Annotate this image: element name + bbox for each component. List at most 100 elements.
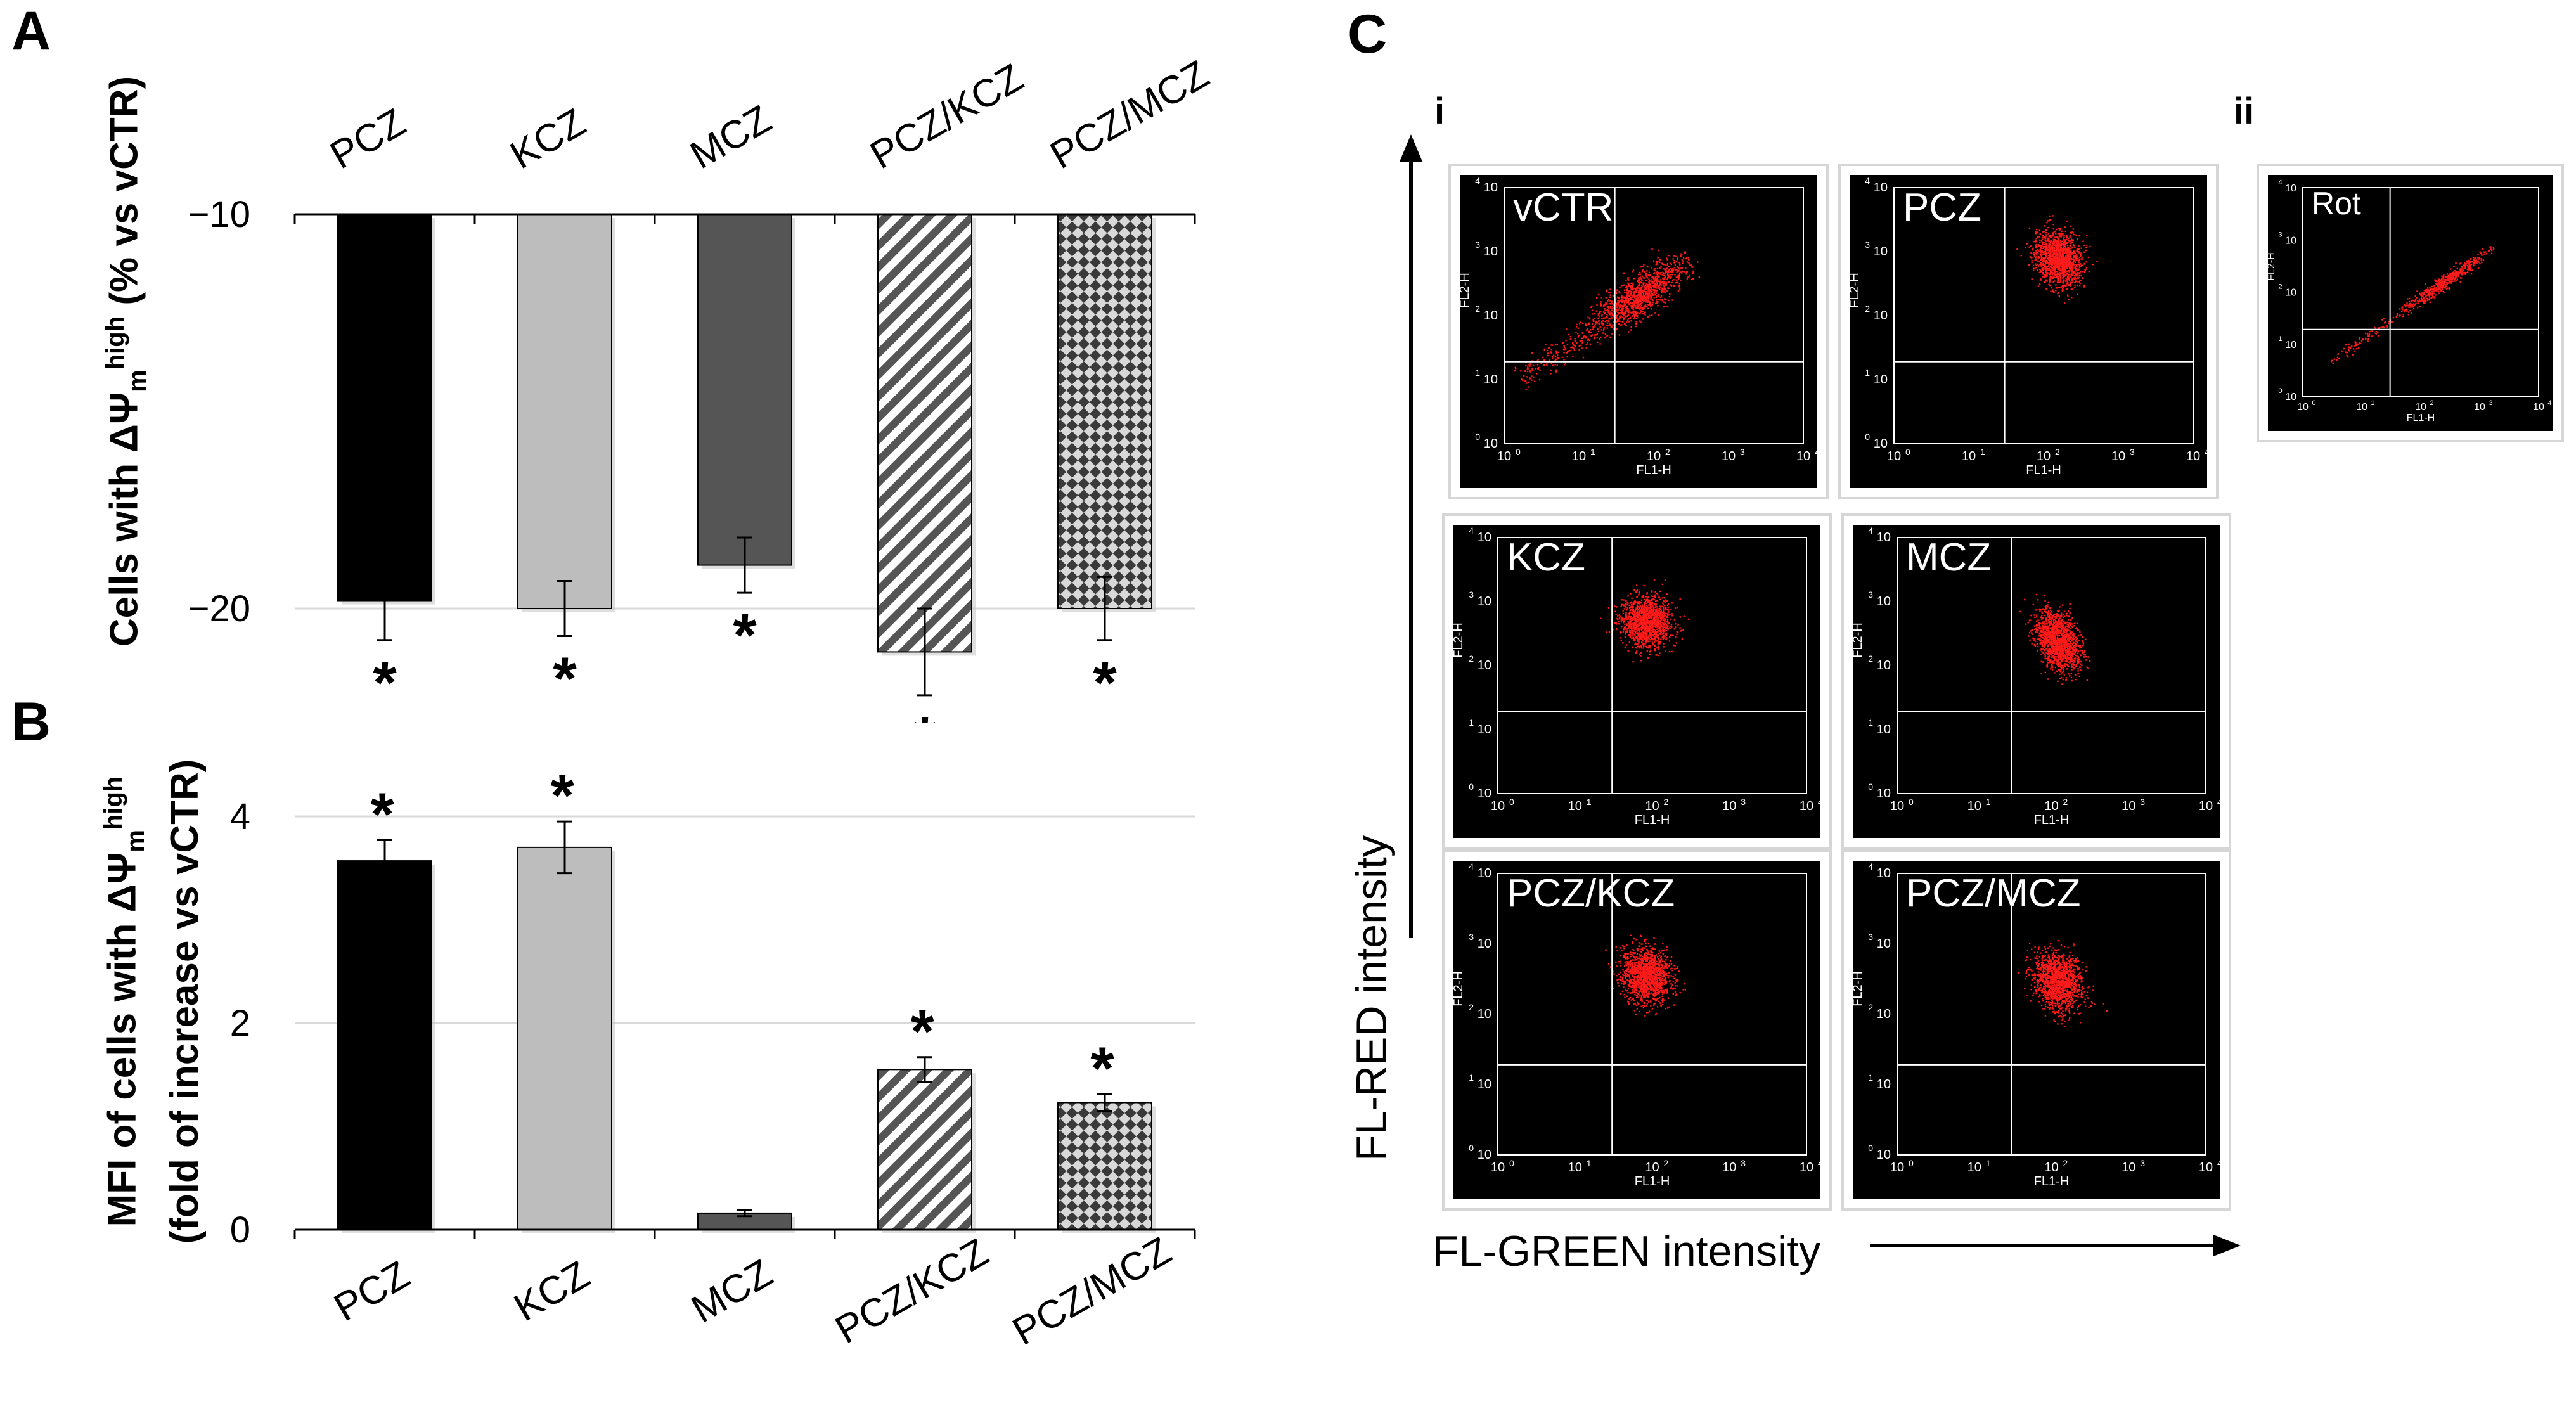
x-tick-exponent: 0 xyxy=(2312,399,2315,407)
y-tick-label: 10 xyxy=(1877,595,1891,609)
x-tick-label: 10 xyxy=(2474,402,2485,413)
flow-plot-vctr: 10 0 10 0 10 1 10 1 10 2 10 2 10 3 10 3 10 4 10 4 FL1-H FL2-H… xyxy=(1448,164,1829,499)
x-tick-exponent: 1 xyxy=(1587,1158,1592,1168)
y-tick-exponent: 1 xyxy=(1868,1072,1873,1083)
significance-star: * xyxy=(1090,1034,1114,1102)
y-tick-label: 10 xyxy=(1874,373,1888,387)
significance-star: * xyxy=(373,649,397,717)
x-tick-label: 10 xyxy=(1568,799,1582,813)
x-tick-label: 10 xyxy=(2044,799,2058,813)
flow-plot-kcz: 10 0 10 0 10 1 10 1 10 2 10 2 10 3 10 3 10 4 10 4 FL1-H FL2-H… xyxy=(1442,513,1832,849)
bar-pcz xyxy=(337,860,432,1230)
bar-kcz xyxy=(517,846,612,1230)
x-tick-label: 10 xyxy=(2111,449,2125,463)
y-tick-label: 10 xyxy=(1877,659,1891,673)
x-tick-exponent: 0 xyxy=(1909,797,1914,807)
x-tick-exponent: 0 xyxy=(1909,1158,1914,1168)
y-tick-label: 10 xyxy=(1877,937,1891,951)
flow-plot-area: 10 0 10 0 10 1 10 1 10 2 10 2 10 3 10 3 10 4 10 4 FL1-H FL2-H… xyxy=(1853,525,2220,838)
y-tick-exponent: 1 xyxy=(1475,368,1480,378)
y-tick-exponent: 0 xyxy=(1469,1143,1474,1153)
x-tick-label: 10 xyxy=(2199,799,2213,813)
x-tick-label: 10 xyxy=(1645,1161,1659,1175)
y-tick-exponent: 3 xyxy=(1865,240,1870,250)
x-axis-name: FL1-H xyxy=(2034,813,2070,827)
y-tick-label: 10 xyxy=(1877,866,1891,880)
x-tick-label: 10 xyxy=(2186,449,2200,463)
y-tick-label: 10 xyxy=(1478,723,1491,737)
y-tick-exponent: 2 xyxy=(1469,654,1474,664)
bar-pcz-kcz xyxy=(877,1069,972,1230)
y-tick-label: 10 xyxy=(1877,1007,1891,1021)
x-tick-exponent: 2 xyxy=(1665,447,1670,457)
x-tick-label: 10 xyxy=(1491,1161,1505,1175)
bar-pcz-mcz xyxy=(1057,1102,1152,1231)
y-axis-name: FL2-H xyxy=(1453,622,1465,658)
y-tick-label: 10 xyxy=(1874,437,1888,451)
y-tick-label: 10 xyxy=(1877,723,1891,737)
flow-plot-area: 10 0 10 0 10 1 10 1 10 2 10 2 10 3 10 3 10 4 10 4 FL1-H FL2-H… xyxy=(1453,861,1820,1199)
y-tick-exponent: 0 xyxy=(1475,432,1480,442)
y-tick-label: 10 xyxy=(1484,309,1498,323)
plot-border xyxy=(1893,187,2194,444)
x-tick-label: 10 xyxy=(1645,799,1659,813)
x-tick-exponent: 2 xyxy=(2430,399,2433,407)
x-tick-exponent: 0 xyxy=(1509,797,1514,807)
x-tick-label: 10 xyxy=(1497,449,1511,463)
y-axis-name: FL2-H xyxy=(1453,971,1465,1007)
y-tick-label: 10 xyxy=(1478,866,1491,880)
x-tick-exponent: 2 xyxy=(1664,797,1669,807)
y-tick-label: 10 xyxy=(1484,181,1498,195)
x-tick-exponent: 3 xyxy=(1740,447,1745,457)
flow-plot-area: 10 0 10 0 10 1 10 1 10 2 10 2 10 3 10 3 10 4 10 4 FL1-H FL2-H… xyxy=(1453,525,1820,838)
x-axis-name: FL1-H xyxy=(1635,813,1670,827)
y-tick-exponent: 4 xyxy=(1469,525,1474,536)
y-tick-label: 10 xyxy=(1877,531,1891,544)
plot-border xyxy=(2302,187,2539,397)
y-tick-label: 10 xyxy=(1478,1148,1491,1162)
y-tick-exponent: 2 xyxy=(1868,654,1873,664)
y-tick-label: 10 xyxy=(2285,288,2296,299)
x-tick-label: 10 xyxy=(2122,799,2135,813)
x-tick-exponent: 0 xyxy=(1509,1158,1514,1168)
x-tick-exponent: 1 xyxy=(1980,447,1985,457)
x-axis-name: FL1-H xyxy=(2407,413,2435,423)
x-axis-name: FL1-H xyxy=(2026,463,2061,477)
x-axis-name: FL1-H xyxy=(1635,1175,1670,1188)
x-tick-exponent: 4 xyxy=(2205,447,2207,457)
x-tick-label: 10 xyxy=(2533,402,2544,413)
dot-cloud xyxy=(2331,246,2495,364)
dot-scatter xyxy=(2018,940,2108,1027)
dot-cloud xyxy=(2019,593,2091,685)
y-tick-label: 10 xyxy=(1478,787,1491,801)
y-tick-label: 0 xyxy=(230,1209,250,1251)
x-tick-label: 10 xyxy=(1722,1161,1736,1175)
y-tick-exponent: 4 xyxy=(1868,861,1873,872)
x-tick-exponent: 3 xyxy=(2130,447,2135,457)
y-tick-label: 10 xyxy=(2285,340,2296,351)
y-tick-label: 10 xyxy=(1478,1078,1491,1092)
flow-plot-mcz: 10 0 10 0 10 1 10 1 10 2 10 2 10 3 10 3 10 4 10 4 FL1-H FL2-H… xyxy=(1841,513,2231,849)
y-tick-label: 10 xyxy=(1877,787,1891,801)
y-tick-label: 10 xyxy=(1478,937,1491,951)
y-tick-exponent: 1 xyxy=(1469,1072,1474,1083)
flow-plot-pcz: 10 0 10 0 10 1 10 1 10 2 10 2 10 3 10 3 10 4 10 4 FL1-H FL2-H… xyxy=(1838,164,2219,499)
y-tick-exponent: 4 xyxy=(1469,861,1474,872)
y-tick-exponent: 2 xyxy=(1475,304,1480,314)
x-tick-label: 10 xyxy=(1890,1161,1904,1175)
y-tick-exponent: 1 xyxy=(2278,335,2282,343)
x-tick-exponent: 4 xyxy=(1818,797,1820,807)
y-tick-label: −20 xyxy=(188,588,250,629)
x-tick-exponent: 3 xyxy=(2489,399,2492,407)
y-tick-exponent: 0 xyxy=(1868,782,1873,792)
plot-border xyxy=(1504,187,1804,444)
dot-cloud xyxy=(1605,934,1686,1017)
dot-scatter xyxy=(2016,215,2098,304)
